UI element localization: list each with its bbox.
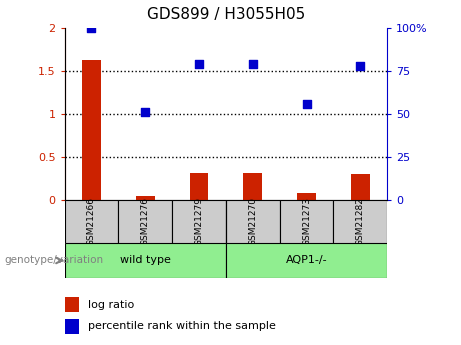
Text: log ratio: log ratio	[88, 300, 134, 310]
Text: GSM21279: GSM21279	[195, 197, 203, 246]
Bar	[118, 200, 172, 243]
Bar	[280, 200, 333, 243]
Bar	[333, 200, 387, 243]
Text: GSM21266: GSM21266	[87, 197, 96, 246]
Bar	[65, 319, 79, 334]
Text: GSM21282: GSM21282	[356, 197, 365, 246]
Bar	[226, 200, 280, 243]
Bar	[351, 174, 370, 200]
Bar	[297, 193, 316, 200]
Point	[195, 61, 203, 67]
Bar	[65, 297, 79, 312]
Text: GSM21270: GSM21270	[248, 197, 257, 246]
Bar	[65, 243, 226, 278]
Bar	[226, 243, 387, 278]
Point	[249, 61, 256, 67]
Text: wild type: wild type	[120, 256, 171, 265]
Text: AQP1-/-: AQP1-/-	[286, 256, 327, 265]
Bar	[189, 172, 208, 200]
Text: GSM21273: GSM21273	[302, 197, 311, 246]
Point	[303, 101, 310, 106]
Point	[142, 109, 149, 115]
Point	[88, 25, 95, 30]
Text: genotype/variation: genotype/variation	[5, 256, 104, 265]
Bar	[65, 200, 118, 243]
Title: GDS899 / H3055H05: GDS899 / H3055H05	[147, 7, 305, 22]
Bar	[243, 172, 262, 200]
Bar	[136, 196, 154, 200]
Point	[357, 63, 364, 69]
Bar	[172, 200, 226, 243]
Text: percentile rank within the sample: percentile rank within the sample	[88, 322, 276, 332]
Bar	[82, 60, 101, 200]
Text: GSM21276: GSM21276	[141, 197, 150, 246]
